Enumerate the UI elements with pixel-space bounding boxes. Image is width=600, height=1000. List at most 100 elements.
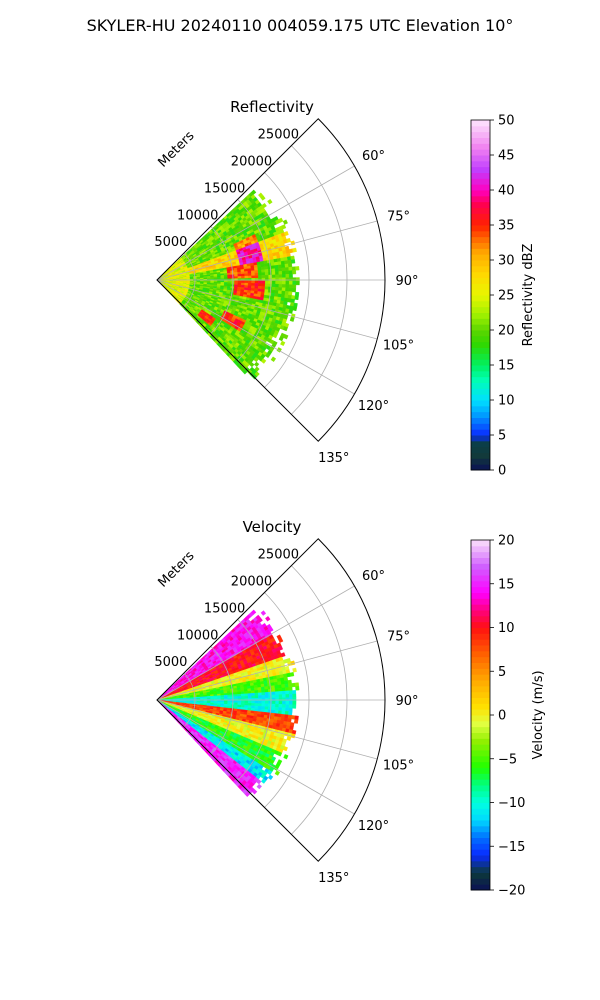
colorbar-tick-label: −15 (498, 840, 525, 855)
heatmap-cell (247, 275, 252, 279)
colorbar-swatch (471, 639, 490, 646)
colorbar-swatch (471, 750, 490, 757)
heatmap-cell (244, 275, 249, 279)
heatmap-cell (281, 707, 286, 712)
heatmap-cell (277, 290, 283, 295)
heatmap-cell (271, 268, 276, 273)
heatmap-cell (240, 693, 245, 697)
heatmap-cell (285, 277, 290, 282)
colorbar-tick-label: 50 (498, 114, 515, 129)
colorbar-swatch (471, 283, 490, 290)
heatmap-cell (237, 280, 242, 284)
heatmap-cell (275, 694, 280, 699)
heatmap-cell (274, 287, 279, 291)
heatmap-cell (275, 697, 280, 702)
colorbar-swatch (471, 160, 490, 168)
heatmap-cell (292, 280, 297, 286)
heatmap-cell (285, 697, 290, 702)
heatmap-cell (268, 286, 273, 291)
heatmap-cell (281, 710, 286, 715)
heatmap-cell (268, 700, 273, 705)
heatmap-cell (288, 284, 293, 289)
heatmap-cell (268, 694, 273, 699)
heatmap-cell (278, 691, 283, 695)
heatmap-cell (288, 700, 293, 705)
colorbar-swatch (471, 143, 490, 150)
heatmap-cell (264, 286, 269, 290)
azimuth-tick-label: 135° (318, 451, 349, 466)
colorbar-swatch (471, 627, 490, 634)
colorbar-swatch (471, 242, 490, 249)
colorbar-swatch (471, 825, 490, 833)
colorbar-swatch (471, 265, 490, 273)
colorbar-swatch (471, 195, 490, 203)
heatmap-cell (278, 704, 283, 708)
heatmap-cell (284, 711, 289, 716)
heatmap-cell (265, 616, 271, 622)
heatmap-cell (227, 696, 232, 699)
range-tick-label: 5000 (154, 235, 187, 250)
heatmap-cell (250, 189, 257, 195)
colorbar-swatch (471, 598, 490, 605)
heatmap-cell (288, 693, 293, 698)
heatmap-cell (241, 280, 245, 284)
heatmap-cell (237, 276, 242, 279)
colorbar-swatch (471, 843, 490, 850)
colorbar-tick-label: −10 (498, 796, 525, 811)
heatmap-cell (281, 687, 286, 692)
heatmap-cell (291, 682, 296, 688)
colorbar-swatch (471, 884, 490, 891)
heatmap-cell (223, 696, 228, 700)
heatmap-cell (264, 694, 269, 699)
colorbar-swatch (471, 860, 490, 868)
heatmap-cell (254, 278, 259, 282)
heatmap-cell (294, 291, 300, 297)
heatmap-cell (278, 700, 283, 705)
heatmap-cell (281, 690, 286, 695)
heatmap-cell (264, 274, 269, 279)
heatmap-cell (254, 700, 259, 704)
colorbar-tick-label: 25 (498, 289, 515, 304)
heatmap-cell (241, 700, 245, 704)
heatmap-cell (278, 697, 283, 702)
heatmap-cell (289, 316, 295, 322)
heatmap-cell (285, 704, 290, 709)
heatmap-cell (251, 703, 256, 707)
heatmap-cell (285, 287, 290, 292)
colorbar-swatch (471, 849, 490, 856)
heatmap-cell (275, 703, 280, 708)
colorbar-swatch (471, 738, 490, 745)
heatmap-cell (271, 694, 276, 699)
colorbar-tick-label: 5 (498, 429, 506, 444)
heatmap-cell (278, 274, 283, 279)
heatmap-cell (254, 283, 259, 287)
heatmap-cell (247, 693, 252, 697)
heatmap-cell (288, 263, 293, 268)
heatmap-cell (261, 272, 266, 276)
heatmap-cell (294, 715, 299, 721)
heatmap-cell (284, 263, 289, 268)
heatmap-cell (254, 270, 259, 274)
heatmap-cell (274, 770, 281, 776)
colorbar-swatch (471, 411, 490, 418)
colorbar-swatch (471, 201, 490, 208)
colorbar-swatch (471, 703, 490, 710)
colorbar-swatch (471, 353, 490, 360)
heatmap-cell (277, 681, 282, 686)
colorbar-swatch (471, 557, 490, 564)
colorbar-tick-label: 0 (498, 709, 506, 724)
heatmap-cell (254, 275, 259, 279)
colorbar-swatch (471, 464, 490, 471)
colorbar-swatch (471, 615, 490, 623)
colorbar-swatch (471, 306, 490, 313)
colorbar-swatch (471, 569, 490, 576)
heatmap-cells (158, 189, 300, 380)
colorbar-swatch (471, 312, 490, 319)
colorbar-swatch (471, 248, 490, 255)
heatmap-cell (240, 273, 245, 277)
heatmap-cell (288, 686, 293, 691)
heatmap-cell (261, 280, 266, 284)
heatmap-cell (267, 688, 273, 693)
heatmap-cell (265, 700, 269, 705)
range-tick-label: 20000 (231, 155, 272, 170)
